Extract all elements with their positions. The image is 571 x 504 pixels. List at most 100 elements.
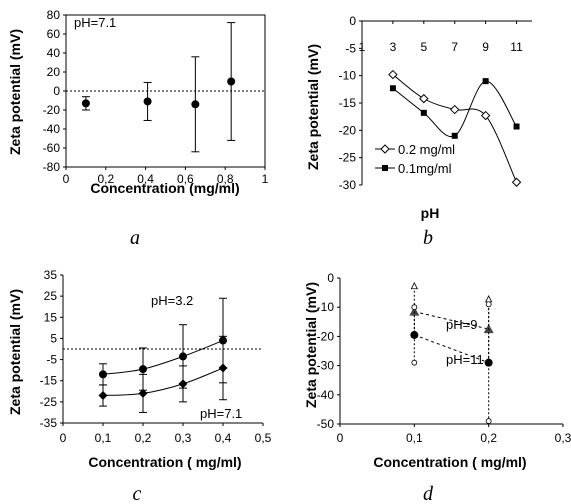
data-point bbox=[420, 109, 427, 116]
x-tick-label: 3 bbox=[390, 40, 397, 54]
data-point bbox=[410, 330, 419, 339]
series-line-1 bbox=[414, 334, 489, 364]
panel-a: Zeta potential (mV) Concentration (mg/ml… bbox=[7, 8, 269, 249]
data-point bbox=[484, 358, 493, 367]
y-tick-label: 25 bbox=[44, 289, 58, 303]
range-end-marker bbox=[411, 359, 418, 366]
y-tick-label: 20 bbox=[47, 65, 61, 79]
y-tick-label: -20 bbox=[317, 329, 335, 343]
y-tick-label: -30 bbox=[339, 178, 357, 192]
panel-b-ticks: 0 -5 -10 -15 -20 -25 -30 1 3 5 7 9 11 bbox=[339, 14, 532, 192]
x-tick-label: 0,5 bbox=[255, 431, 272, 445]
data-point bbox=[81, 99, 90, 108]
y-tick-label: 40 bbox=[47, 46, 61, 60]
panel-d-marks bbox=[409, 281, 494, 424]
y-tick-label: -60 bbox=[43, 141, 61, 155]
y-tick-label: -15 bbox=[339, 96, 357, 110]
x-tick-label: 0,2 bbox=[480, 431, 497, 445]
data-point bbox=[480, 110, 491, 121]
x-tick-label: 0,8 bbox=[217, 172, 234, 186]
data-point bbox=[227, 77, 236, 86]
x-tick-label: 0,4 bbox=[215, 431, 232, 445]
data-point bbox=[389, 85, 396, 92]
data-point bbox=[179, 352, 187, 361]
y-tick-label: -35 bbox=[40, 416, 58, 430]
x-tick-label: 0,2 bbox=[135, 431, 152, 445]
legend-label-1: 0.1mg/ml bbox=[398, 161, 452, 176]
y-tick-label: 60 bbox=[47, 27, 61, 41]
y-tick-label: 15 bbox=[44, 310, 58, 324]
y-tick-label: 35 bbox=[44, 268, 58, 282]
y-tick-label: -25 bbox=[40, 395, 58, 409]
data-point bbox=[218, 363, 228, 373]
range-end-marker bbox=[485, 301, 492, 308]
data-point bbox=[143, 97, 152, 106]
x-tick-label: 0 bbox=[63, 172, 70, 186]
data-point bbox=[178, 379, 188, 389]
panel-b: Zeta potential (mV) pH b 0 -5 -10 -15 -20 -25… bbox=[305, 14, 532, 249]
y-tick-label: -10 bbox=[317, 300, 335, 314]
x-tick-label: 0,1 bbox=[95, 431, 112, 445]
y-tick-label: -80 bbox=[43, 160, 61, 174]
y-tick-label: -50 bbox=[317, 417, 335, 431]
data-point bbox=[388, 69, 398, 80]
y-tick-label: -30 bbox=[317, 359, 335, 373]
range-end-marker bbox=[410, 281, 418, 290]
panel-b-legend: 0.2 mg/ml 0.1mg/ml bbox=[375, 142, 455, 176]
data-point bbox=[419, 93, 429, 104]
panel-d-xlabel: Concentration ( mg/ml) bbox=[373, 454, 526, 470]
x-tick-label: 1 bbox=[359, 40, 366, 54]
x-tick-label: 0 bbox=[60, 431, 67, 445]
data-point bbox=[98, 391, 108, 401]
data-point bbox=[409, 306, 420, 316]
x-tick-label: 0,1 bbox=[406, 431, 423, 445]
panel-b-letter: b bbox=[423, 227, 433, 249]
panel-b-marks bbox=[388, 69, 522, 187]
data-point bbox=[513, 123, 520, 130]
data-point bbox=[139, 365, 147, 374]
panel-a-marks bbox=[81, 22, 236, 153]
range-end-marker bbox=[485, 418, 492, 424]
range-end-marker bbox=[485, 295, 493, 303]
x-tick-label: 1 bbox=[262, 172, 269, 186]
y-tick-label: -10 bbox=[339, 69, 357, 83]
y-tick-label: -15 bbox=[40, 374, 58, 388]
panel-d-ticks: 0-10-20-30-40-500 0,1 0,2 0,3 bbox=[317, 271, 571, 445]
x-tick-label: 0,3 bbox=[175, 431, 192, 445]
panel-a-letter: a bbox=[130, 227, 140, 249]
panel-d-ylabel: Zeta potential (mV) bbox=[303, 282, 319, 408]
panel-d: Zeta potential (mV) Concentration ( mg/m… bbox=[303, 271, 571, 504]
data-point bbox=[450, 104, 460, 115]
y-tick-label: -40 bbox=[43, 122, 61, 136]
panel-b-xlabel: pH bbox=[421, 205, 440, 221]
panel-c: Zeta potential (mV) Concentration ( mg/m… bbox=[7, 268, 272, 504]
x-tick-label: 7 bbox=[451, 40, 458, 54]
data-point bbox=[451, 132, 458, 139]
panel-a-annotation-ph: pH=7.1 bbox=[74, 15, 116, 30]
x-tick-label: 0,6 bbox=[177, 172, 194, 186]
x-tick-label: 11 bbox=[510, 40, 523, 54]
panel-c-label-ph71: pH=7.1 bbox=[200, 406, 242, 421]
y-tick-label: 5 bbox=[50, 331, 57, 345]
data-point bbox=[99, 370, 107, 379]
y-tick-label: -5 bbox=[46, 353, 57, 367]
panel-c-letter: c bbox=[133, 483, 142, 504]
y-tick-label: 0 bbox=[327, 271, 334, 285]
series-line-1 bbox=[102, 367, 224, 397]
panel-c-marks bbox=[98, 297, 228, 413]
y-tick-label: -40 bbox=[317, 388, 335, 402]
series-line-0 bbox=[414, 311, 489, 330]
data-point bbox=[511, 177, 522, 187]
panel-a-ylabel: Zeta potential (mV) bbox=[7, 29, 23, 155]
panel-d-letter: d bbox=[423, 483, 434, 504]
data-point bbox=[138, 388, 148, 398]
y-tick-label: 0 bbox=[349, 14, 356, 28]
legend-marker-0 bbox=[380, 144, 390, 154]
y-tick-label: -25 bbox=[339, 151, 357, 165]
x-tick-label: 9 bbox=[482, 40, 489, 54]
panel-a-xlabel: Concentration (mg/ml) bbox=[90, 180, 239, 196]
x-tick-label: 0,4 bbox=[137, 172, 154, 186]
x-tick-label: 5 bbox=[420, 40, 427, 54]
y-tick-label: 0 bbox=[53, 84, 60, 98]
